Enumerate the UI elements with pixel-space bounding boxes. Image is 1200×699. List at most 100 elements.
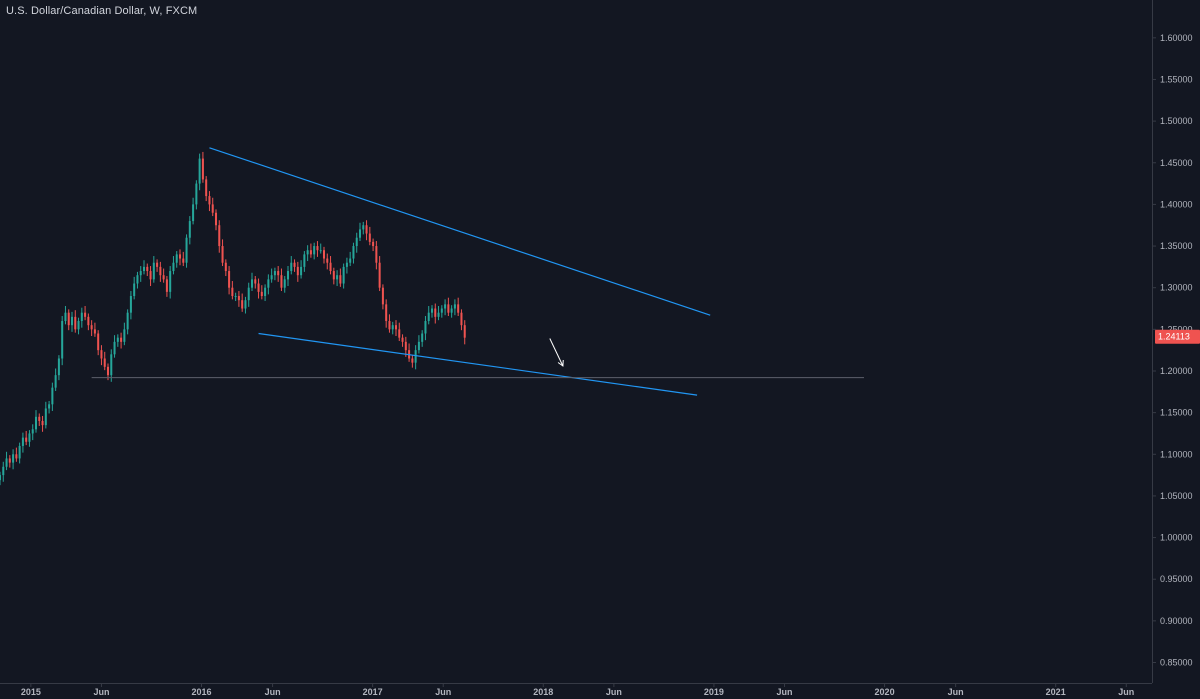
candle: [365, 220, 368, 241]
candle-body: [8, 458, 11, 463]
time-tick-label: 2018: [533, 687, 553, 697]
price-tick-label: 1.55000: [1160, 74, 1193, 84]
candle-body: [70, 316, 74, 326]
candle-body: [156, 262, 159, 267]
candle: [254, 276, 257, 289]
price-tick-label: 0.95000: [1160, 574, 1193, 584]
candle-body: [21, 437, 24, 446]
candle-body: [349, 258, 352, 263]
candle-body: [165, 279, 168, 292]
down-arrow-line[interactable]: [549, 338, 564, 367]
candle-body: [306, 250, 309, 255]
candle: [322, 246, 326, 264]
candle: [381, 284, 384, 310]
candle: [417, 335, 420, 354]
price-axis-ticks: 1.60000 1.55000 1.50000 1.45000 1.40000 1.350…: [1152, 33, 1193, 668]
candle: [221, 239, 224, 267]
price-tick-label: 1.25000: [1160, 324, 1193, 334]
candle-body: [293, 262, 296, 267]
lower-trendline[interactable]: [258, 332, 698, 396]
candle-body: [136, 275, 139, 284]
time-tick-label: 2020: [875, 687, 895, 697]
price-tick-label: 1.35000: [1160, 241, 1193, 251]
candle: [372, 238, 375, 252]
candle: [362, 221, 365, 235]
candle-body: [93, 329, 96, 334]
candle-body: [342, 266, 345, 284]
candle: [260, 285, 263, 300]
candle: [162, 268, 165, 283]
candle-body: [401, 337, 404, 342]
candle-body: [152, 262, 155, 280]
candle-body: [126, 312, 129, 330]
candle: [103, 351, 106, 371]
price-axis[interactable]: [1152, 0, 1200, 699]
candle: [182, 251, 185, 267]
candle-body: [198, 158, 201, 184]
candle-body: [250, 279, 254, 288]
candle-body: [322, 250, 326, 259]
candle-body: [146, 266, 149, 272]
candle-body: [84, 312, 87, 317]
candle-body: [133, 283, 136, 297]
candle: [44, 401, 47, 429]
candle: [208, 191, 211, 212]
candle-body: [205, 179, 208, 197]
candle-body: [316, 246, 319, 251]
candle-body: [244, 300, 247, 309]
candle: [214, 209, 218, 231]
candle-body: [332, 271, 335, 280]
candle: [336, 270, 339, 287]
candle-body: [139, 271, 142, 276]
candle-body: [339, 275, 342, 284]
candle-body: [67, 312, 70, 326]
candle-body: [417, 341, 420, 351]
candle: [368, 226, 371, 246]
candle: [159, 261, 162, 282]
candle-body: [447, 304, 450, 313]
candle: [100, 345, 103, 366]
candle-body: [368, 233, 371, 242]
candle: [460, 309, 463, 331]
candle-body: [234, 296, 237, 298]
candle: [146, 263, 149, 277]
candle-body: [38, 416, 41, 421]
candle: [300, 260, 303, 279]
down-arrow-head[interactable]: [557, 359, 564, 367]
time-axis-ticks: 2015 Jun 2016 Jun 2017 Jun 2018 Jun 2019 Jun 2020 J…: [21, 683, 1134, 697]
candle: [280, 268, 283, 292]
candle-body: [326, 258, 329, 263]
candle: [267, 274, 270, 295]
time-axis[interactable]: [0, 683, 1152, 699]
candle-body: [5, 458, 8, 467]
upper-trendline[interactable]: [209, 147, 711, 316]
candle: [120, 332, 123, 349]
candle-body: [329, 262, 332, 272]
candle: [378, 256, 381, 292]
candle-body: [273, 271, 276, 276]
candle-body: [358, 229, 362, 238]
candle: [434, 303, 437, 324]
candle: [165, 276, 168, 297]
drawings-layer[interactable]: [91, 147, 864, 396]
candle-body: [110, 354, 113, 376]
candle-body: [218, 225, 221, 247]
candle-body: [391, 325, 394, 330]
candle: [41, 415, 44, 432]
candle-body: [375, 246, 378, 263]
candle-body: [44, 408, 47, 426]
time-tick-label: 2021: [1046, 687, 1066, 697]
candle: [21, 432, 24, 453]
candle-body: [421, 333, 424, 342]
candle: [61, 316, 64, 366]
candle: [421, 330, 424, 347]
candle: [355, 232, 358, 253]
candle: [110, 349, 113, 382]
price-tick-label: 1.15000: [1160, 408, 1193, 418]
candle: [234, 292, 237, 302]
candle: [388, 314, 391, 333]
candle: [228, 266, 231, 295]
candle: [15, 447, 18, 462]
